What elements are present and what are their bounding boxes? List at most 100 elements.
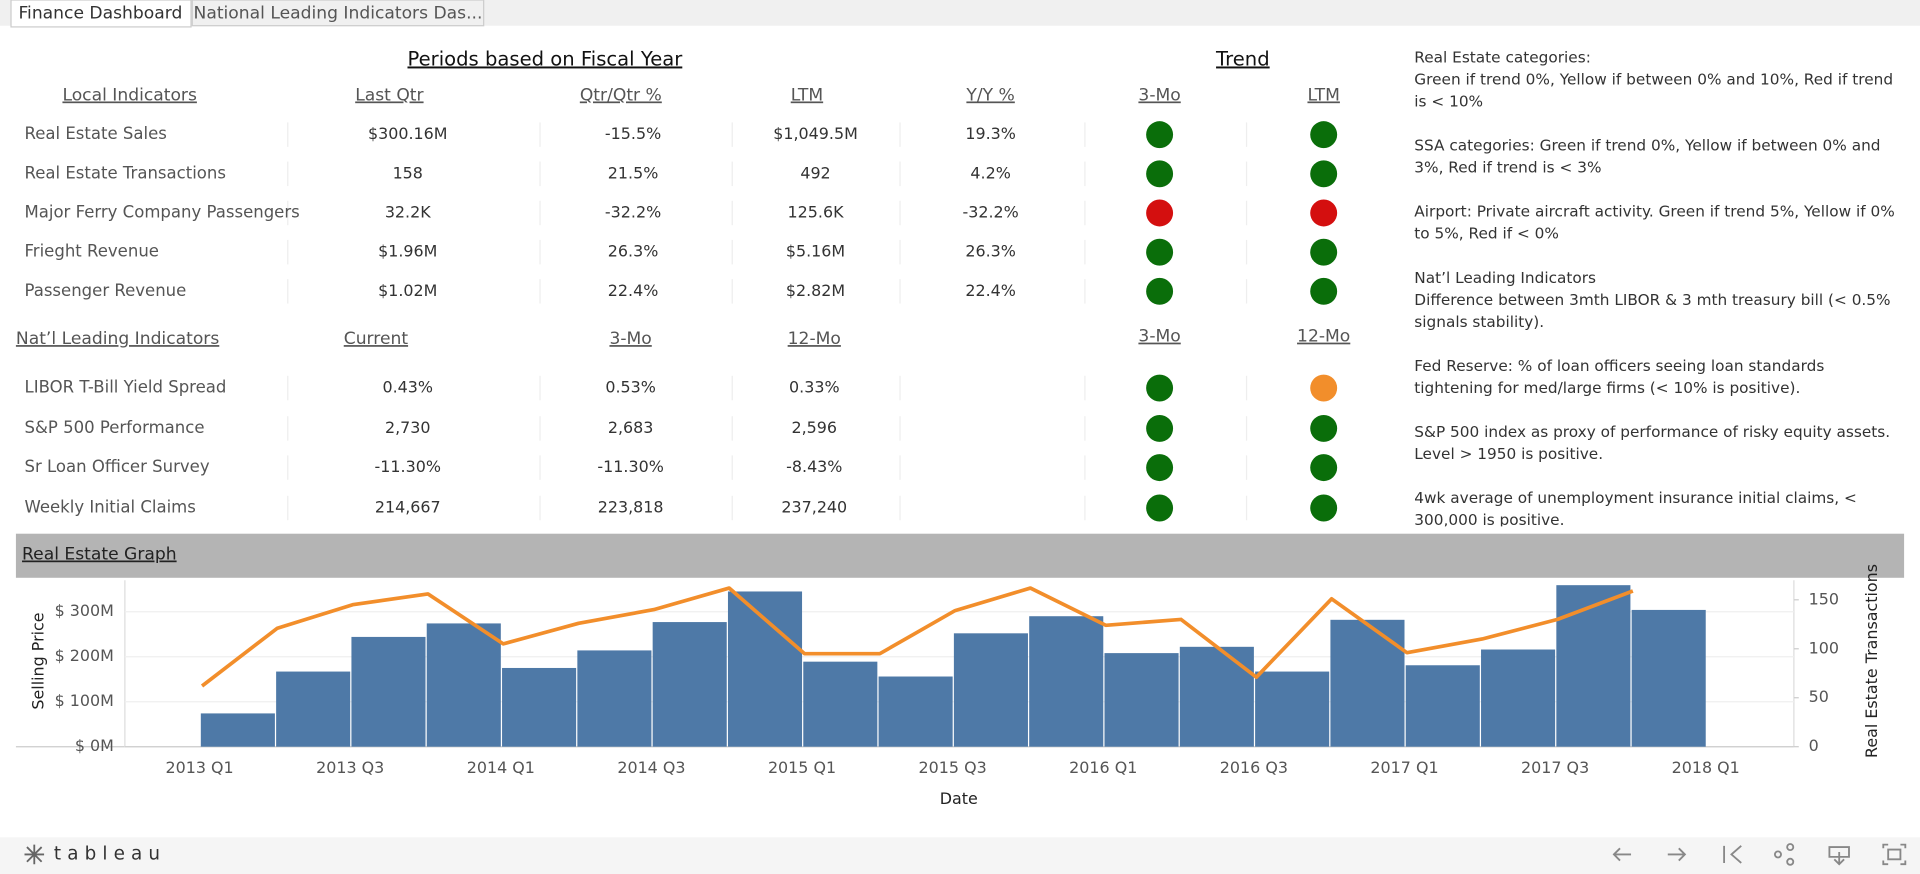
bar: [953, 633, 1028, 747]
cell: 2,683: [608, 418, 654, 437]
trend-header: LTM: [1307, 85, 1339, 105]
bar: [1104, 653, 1179, 747]
cell: $300.16M: [368, 124, 448, 143]
trend-indicator: [1146, 374, 1174, 402]
cell: 0.33%: [789, 378, 840, 397]
cell: 19.3%: [965, 124, 1016, 143]
row-label: Passenger Revenue: [24, 281, 186, 300]
y-tick-label: $ 100M: [55, 691, 114, 710]
note: Nat’l Leading Indicators Difference betw…: [1414, 268, 1891, 331]
bar: [878, 676, 953, 747]
row-label: Real Estate Transactions: [24, 163, 226, 182]
column-header: Local Indicators: [62, 85, 197, 105]
trend-indicator: [1310, 199, 1338, 227]
trend-indicator: [1146, 199, 1174, 227]
column-header: Last Qtr: [355, 85, 424, 105]
graph-title: Real Estate Graph: [22, 545, 177, 565]
y-tick-label: $ 300M: [55, 601, 114, 620]
cell: 0.53%: [605, 378, 656, 397]
x-tick-label: 2014 Q3: [617, 758, 685, 777]
note: Fed Reserve: % of loan officers seeing l…: [1414, 356, 1825, 397]
cell: $1.02M: [378, 281, 437, 300]
x-tick-label: 2016 Q3: [1220, 758, 1288, 777]
tab[interactable]: [191, 0, 485, 27]
x-axis-label: Date: [940, 789, 978, 808]
tab-label[interactable]: National Leading Indicators Das...: [194, 3, 483, 23]
cell: -11.30%: [597, 457, 663, 476]
cell: -15.5%: [605, 124, 661, 143]
column-header: 12-Mo: [788, 329, 841, 349]
x-tick-label: 2014 Q1: [467, 758, 535, 777]
bar: [351, 636, 426, 747]
row-label: Weekly Initial Claims: [24, 498, 195, 517]
note: Airport: Private aircraft activity. Gree…: [1414, 201, 1895, 243]
line: [200, 586, 1634, 688]
y2-tick-label: 100: [1809, 638, 1839, 657]
bar: [502, 667, 577, 747]
trend-indicator: [1310, 277, 1338, 305]
cell: -32.2%: [962, 202, 1018, 221]
row-label: LIBOR T-Bill Yield Spread: [24, 378, 226, 397]
cell: 223,818: [598, 498, 664, 517]
footer: [0, 837, 1920, 874]
tab-label[interactable]: Finance Dashboard: [18, 3, 182, 23]
row-label: Major Ferry Company Passengers: [24, 202, 299, 221]
trend-indicator: [1310, 454, 1338, 482]
graph-header: [15, 533, 1905, 578]
cell: 4.2%: [970, 163, 1010, 182]
cell: 214,667: [375, 498, 441, 517]
cell: 125.6K: [788, 202, 845, 221]
column-header: Nat’l Leading Indicators: [16, 329, 219, 349]
trend-header: 3-Mo: [1138, 85, 1180, 105]
tab-active[interactable]: [10, 0, 192, 28]
bar: [276, 671, 351, 747]
cell: 237,240: [781, 498, 847, 517]
cell: 22.4%: [965, 281, 1016, 300]
x-tick-label: 2016 Q1: [1069, 758, 1137, 777]
bar: [200, 713, 275, 747]
toolbar[interactable]: [1612, 843, 1907, 866]
trend-header: 12-Mo: [1297, 327, 1350, 347]
note: Real Estate categories: Green if trend 0…: [1414, 47, 1894, 111]
y-tick-label: $ 200M: [55, 646, 114, 665]
logo: tableau: [54, 843, 166, 864]
y-axis-label: Selling Price: [29, 612, 48, 709]
cell: $5.16M: [786, 242, 845, 261]
cell: 2,730: [385, 418, 431, 437]
trend-indicator: [1310, 160, 1338, 188]
trend-indicator: [1310, 374, 1338, 402]
cell: 492: [800, 163, 830, 182]
cell: 32.2K: [385, 202, 431, 221]
cell: 2,596: [792, 418, 838, 437]
column-header: Y/Y %: [965, 85, 1014, 105]
bar: [426, 623, 501, 747]
trend-indicator: [1310, 238, 1338, 266]
logo-mark: [24, 844, 45, 865]
trend-indicator: [1146, 414, 1174, 442]
trend-indicator: [1310, 494, 1338, 522]
y2-tick-label: 0: [1809, 736, 1819, 755]
cell: 26.3%: [608, 242, 659, 261]
column-header: Qtr/Qtr %: [580, 85, 662, 105]
trend-indicator: [1146, 494, 1174, 522]
bar: [1255, 671, 1330, 747]
x-tick-label: 2013 Q1: [165, 758, 233, 777]
trend-indicator: [1146, 277, 1174, 305]
bar: [803, 661, 878, 747]
bar: [1631, 609, 1706, 747]
x-tick-label: 2018 Q1: [1672, 758, 1740, 777]
section-title: Trend: [1215, 47, 1270, 70]
cell: 21.5%: [608, 163, 659, 182]
trend-indicator: [1310, 121, 1338, 149]
notes: Real Estate categories: Green if trend 0…: [1414, 47, 1898, 527]
row-label: Sr Loan Officer Survey: [24, 457, 209, 476]
x-tick-label: 2013 Q3: [316, 758, 384, 777]
note: S&P 500 index as proxy of performance of…: [1414, 422, 1891, 463]
section-title: Periods based on Fiscal Year: [407, 47, 683, 70]
bar: [577, 650, 652, 747]
trend-indicator: [1146, 454, 1174, 482]
trend-indicator: [1310, 414, 1338, 442]
column-header: 3-Mo: [609, 329, 651, 349]
bar: [727, 591, 803, 747]
row-label: Real Estate Sales: [24, 124, 166, 143]
